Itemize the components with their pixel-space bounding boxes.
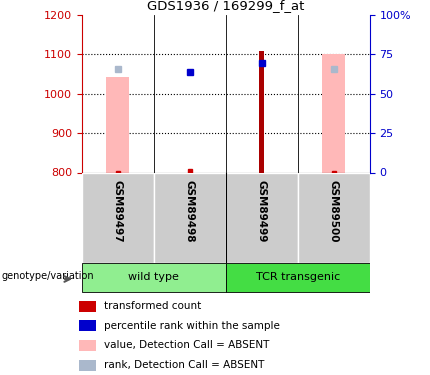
- Bar: [82, 172, 154, 262]
- Bar: [259, 51, 264, 172]
- Text: percentile rank within the sample: percentile rank within the sample: [104, 321, 280, 331]
- Bar: [79, 301, 96, 312]
- Bar: [154, 172, 226, 262]
- Bar: [226, 263, 370, 292]
- Text: GSM89498: GSM89498: [185, 180, 195, 242]
- Text: genotype/variation: genotype/variation: [2, 271, 94, 281]
- Text: GSM89497: GSM89497: [113, 180, 123, 242]
- Text: transformed count: transformed count: [104, 301, 201, 311]
- Text: value, Detection Call = ABSENT: value, Detection Call = ABSENT: [104, 340, 269, 351]
- Title: GDS1936 / 169299_f_at: GDS1936 / 169299_f_at: [147, 0, 304, 12]
- Bar: [106, 77, 129, 172]
- Bar: [226, 172, 298, 262]
- Bar: [322, 54, 345, 173]
- Text: TCR transgenic: TCR transgenic: [256, 273, 340, 282]
- Bar: [79, 360, 96, 370]
- Text: wild type: wild type: [128, 273, 179, 282]
- Bar: [79, 320, 96, 331]
- Text: GSM89500: GSM89500: [329, 180, 339, 242]
- Bar: [82, 263, 226, 292]
- Bar: [79, 340, 96, 351]
- Text: rank, Detection Call = ABSENT: rank, Detection Call = ABSENT: [104, 360, 264, 370]
- Bar: [298, 172, 370, 262]
- Text: GSM89499: GSM89499: [257, 180, 267, 242]
